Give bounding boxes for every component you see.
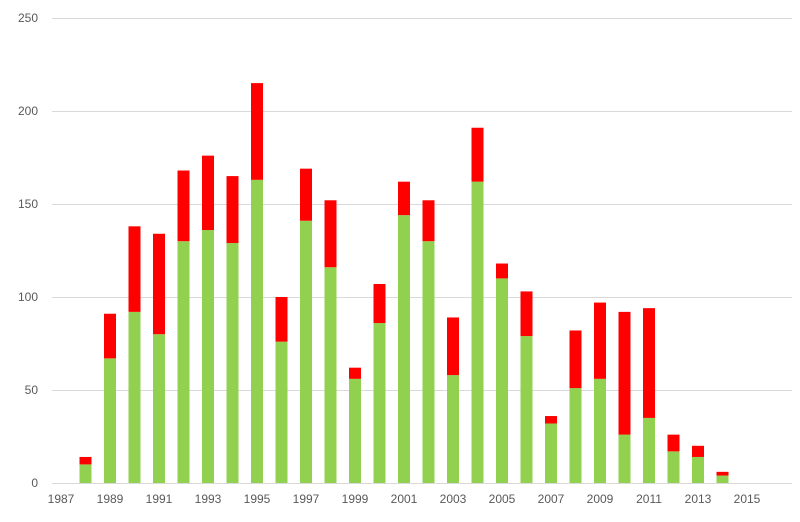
y-tick-label: 250: [18, 11, 38, 25]
x-tick-label: 2005: [489, 492, 516, 506]
bar-segment-green: [545, 423, 557, 483]
bar-segment-green: [618, 434, 631, 483]
bar-segment-red: [618, 311, 631, 435]
bar-segment-red: [471, 127, 484, 182]
x-tick-label: 1989: [97, 492, 124, 506]
bar-segment-green: [692, 456, 704, 483]
bar-segment-red: [226, 176, 239, 244]
bar-segment-green: [398, 215, 410, 483]
bar-segment-red: [275, 297, 288, 342]
bar-segment-green: [520, 336, 533, 483]
bar-segment-green: [226, 243, 239, 483]
bar-segment-green: [447, 375, 459, 483]
y-tick-label: 50: [25, 383, 39, 397]
bar-segment-red: [569, 330, 582, 389]
bar-segment-green: [569, 388, 582, 483]
bar-segment-green: [79, 464, 92, 483]
bar-segment-red: [373, 283, 386, 324]
bar-segment-red: [447, 317, 459, 376]
bar-segment-red: [349, 367, 361, 379]
bar-segment-red: [716, 471, 729, 476]
bar-segment-red: [496, 263, 508, 279]
y-tick-label: 100: [18, 290, 38, 304]
bar-segment-red: [545, 416, 557, 424]
bar-segment-green: [275, 341, 288, 483]
x-tick-label: 2009: [587, 492, 614, 506]
bar-segment-red: [202, 155, 214, 231]
x-tick-label: 1993: [195, 492, 222, 506]
y-tick-label: 200: [18, 104, 38, 118]
bar-segment-green: [251, 179, 263, 483]
bar-segment-red: [643, 308, 655, 418]
y-tick-label: 150: [18, 197, 38, 211]
bar-segment-red: [79, 456, 92, 465]
bar-segment-green: [471, 181, 484, 483]
bar-segment-green: [373, 323, 386, 483]
x-tick-label: 1991: [146, 492, 173, 506]
bar-segment-red: [667, 434, 680, 452]
x-tick-label: 2013: [685, 492, 712, 506]
gridlines: [52, 18, 792, 484]
x-tick-label: 2003: [440, 492, 467, 506]
bar-segment-green: [643, 417, 655, 483]
bar-segment-green: [324, 267, 337, 483]
x-axis-tick-labels: 1987 1989 1991 1993 1995 1997 1999 2001 2003 2005…: [48, 492, 761, 506]
bar-segment-red: [520, 291, 533, 337]
bar-segment-green: [153, 334, 165, 483]
x-tick-label: 2001: [391, 492, 418, 506]
bar-segment-red: [398, 181, 410, 216]
bar-segment-green: [349, 378, 361, 483]
bar-segment-green: [594, 378, 606, 483]
y-tick-label: 0: [31, 476, 38, 490]
x-tick-label: 2007: [538, 492, 565, 506]
x-tick-label: 1995: [244, 492, 271, 506]
bar-segment-green: [104, 358, 116, 483]
bar-segment-red: [104, 313, 116, 359]
bar-segment-red: [128, 226, 141, 312]
bar-segment-green: [496, 278, 508, 483]
bar-segment-green: [177, 241, 190, 483]
bar-segment-green: [422, 241, 435, 483]
bars: [79, 83, 729, 484]
bar-segment-green: [667, 451, 680, 483]
x-tick-label: 1999: [342, 492, 369, 506]
y-axis-tick-labels: 0 50 100 150 200 250: [18, 11, 38, 490]
x-tick-label: 1997: [293, 492, 320, 506]
bar-segment-green: [716, 475, 729, 483]
x-tick-label: 1987: [48, 492, 75, 506]
bar-segment-red: [692, 445, 704, 457]
bar-segment-green: [202, 230, 214, 483]
bar-segment-red: [153, 233, 165, 335]
bar-segment-red: [300, 168, 312, 221]
x-tick-label: 2015: [734, 492, 761, 506]
bar-segment-red: [177, 170, 190, 242]
bar-segment-green: [300, 220, 312, 484]
bar-segment-red: [422, 200, 435, 242]
bar-segment-red: [594, 302, 606, 379]
bar-segment-red: [251, 83, 263, 180]
bar-segment-green: [128, 311, 141, 483]
bar-segment-red: [324, 200, 337, 268]
x-tick-label: 2011: [636, 492, 662, 506]
